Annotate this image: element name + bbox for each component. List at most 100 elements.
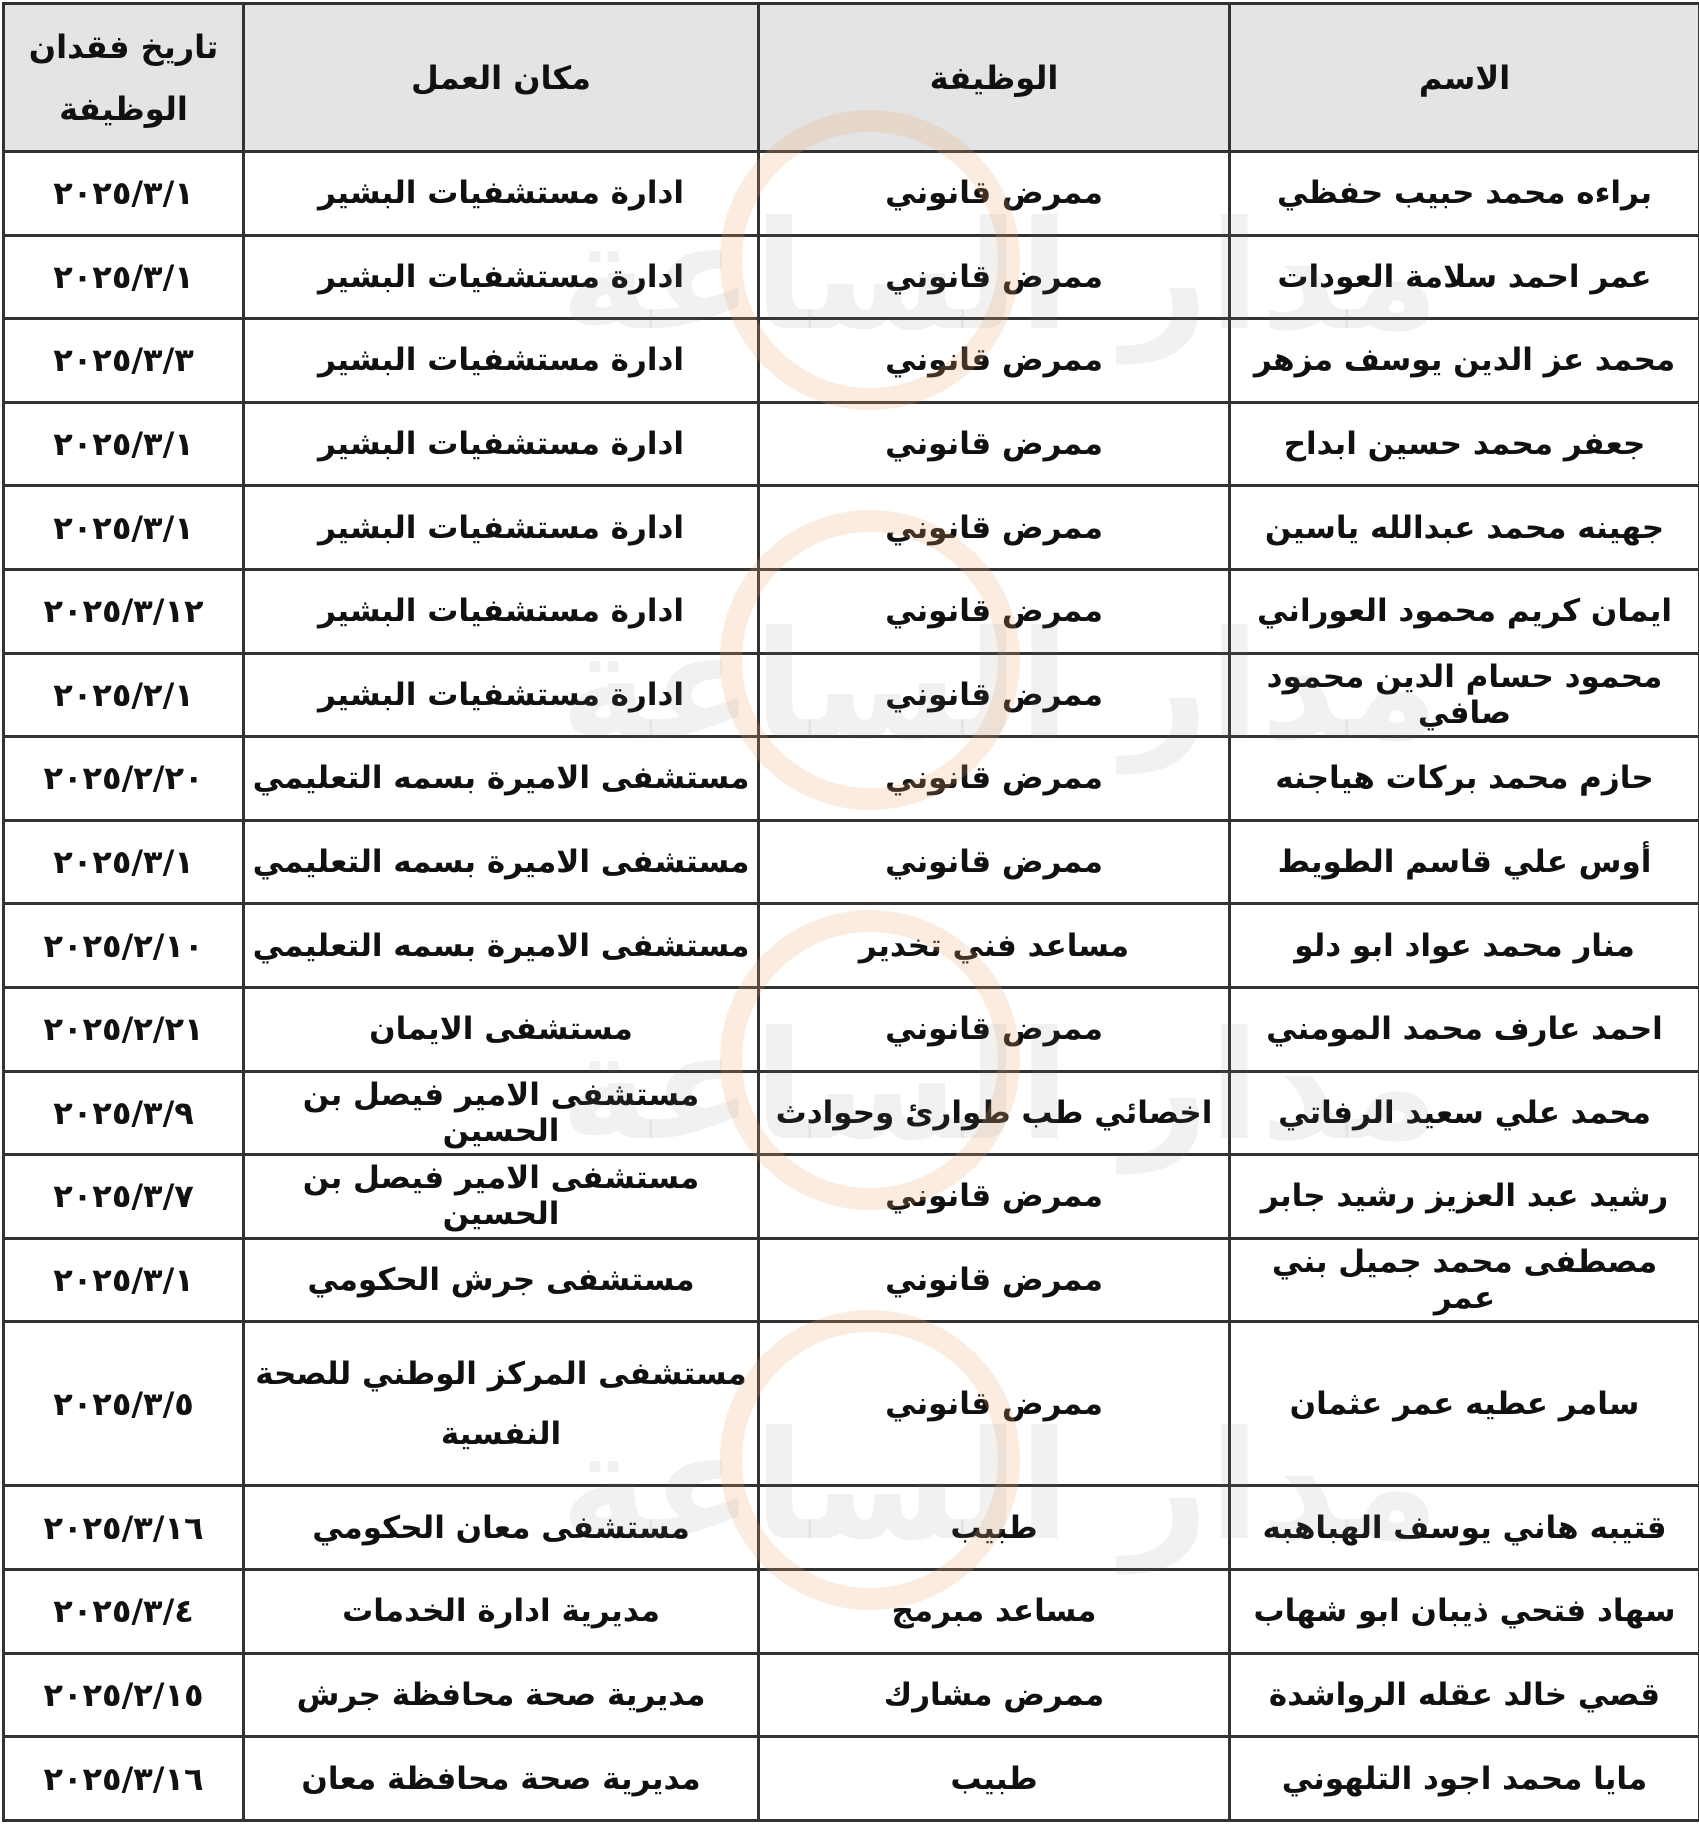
workplace-cell: مديرية صحة محافظة معان (242, 1735, 760, 1822)
job-cell: مساعد مبرمج (757, 1568, 1231, 1655)
table-row: أوس علي قاسم الطويط ممرض قانوني مستشفى الا… (2, 818, 1699, 906)
date-cell: ٢٠٢٥/٢/١ (2, 651, 245, 739)
workplace-cell: ادارة مستشفيات البشير (242, 400, 760, 488)
table-row: براءه محمد حبيب حفظي ممرض قانوني ادارة مست… (2, 150, 1699, 237)
job-cell: طبيب (757, 1484, 1231, 1572)
table-row: رشيد عبد العزيز رشيد جابر ممرض قانوني مستش… (2, 1153, 1699, 1240)
workplace-cell: مستشفى الامير فيصل بن الحسين (242, 1153, 760, 1240)
name-cell: سامر عطيه عمر عثمان (1228, 1320, 1699, 1488)
name-cell: جعفر محمد حسين ابداح (1228, 400, 1699, 488)
job-cell: ممرض قانوني (757, 1153, 1231, 1240)
date-cell: ٢٠٢٥/٣/١٢ (2, 567, 245, 655)
table-row: محمود حسام الدين محمود صافي ممرض قانوني اد… (2, 651, 1699, 739)
workplace-cell: مستشفى الاميرة بسمه التعليمي (242, 818, 760, 906)
workplace-cell: مستشفى الاميرة بسمه التعليمي (242, 735, 760, 822)
date-cell: ٢٠٢٥/٢/٢١ (2, 985, 245, 1073)
table-row: سامر عطيه عمر عثمان ممرض قانوني مستشفى الم… (2, 1320, 1699, 1488)
job-cell: ممرض قانوني (757, 400, 1231, 488)
job-cell: ممرض قانوني (757, 484, 1231, 571)
job-cell: ممرض قانوني (757, 651, 1231, 739)
workplace-cell: مديرية ادارة الخدمات (242, 1568, 760, 1655)
date-cell: ٢٠٢٥/٢/٢٠ (2, 735, 245, 822)
job-cell: ممرض قانوني (757, 317, 1231, 404)
job-cell: ممرض قانوني (757, 1236, 1231, 1324)
table-row: جهينه محمد عبدالله ياسين ممرض قانوني ادارة… (2, 484, 1699, 571)
job-cell: اخصائي طب طوارئ وحوادث (757, 1069, 1231, 1157)
workplace-cell: ادارة مستشفيات البشير (242, 233, 760, 321)
workplace-cell: مستشفى الامير فيصل بن الحسين (242, 1069, 760, 1157)
table-row: سهاد فتحي ذيبان ابو شهاب مساعد مبرمج مديري… (2, 1568, 1699, 1655)
name-cell: قتيبه هاني يوسف الهباهبه (1228, 1484, 1699, 1572)
name-cell: براءه محمد حبيب حفظي (1228, 150, 1699, 237)
date-cell: ٢٠٢٥/٣/١ (2, 818, 245, 906)
table-row: عمر احمد سلامة العودات ممرض قانوني ادارة م… (2, 233, 1699, 321)
date-cell: ٢٠٢٥/٣/١ (2, 233, 245, 321)
job-cell: ممرض قانوني (757, 818, 1231, 906)
header-date: تاريخ فقدان الوظيفة (2, 2, 245, 153)
date-cell: ٢٠٢٥/٣/١ (2, 484, 245, 571)
name-cell: ايمان كريم محمود العوراني (1228, 567, 1699, 655)
workplace-cell: مستشفى جرش الحكومي (242, 1236, 760, 1324)
name-cell: سهاد فتحي ذيبان ابو شهاب (1228, 1568, 1699, 1655)
date-cell: ٢٠٢٥/٣/١ (2, 150, 245, 237)
date-cell: ٢٠٢٥/٣/٥ (2, 1320, 245, 1488)
workplace-cell: مستشفى المركز الوطني للصحة النفسية (242, 1320, 760, 1488)
date-cell: ٢٠٢٥/٣/٩ (2, 1069, 245, 1157)
date-cell: ٢٠٢٥/٣/٣ (2, 317, 245, 404)
date-cell: ٢٠٢٥/٣/٧ (2, 1153, 245, 1240)
name-cell: مصطفى محمد جميل بني عمر (1228, 1236, 1699, 1324)
workplace-cell: مستشفى الاميرة بسمه التعليمي (242, 902, 760, 989)
header-job: الوظيفة (757, 2, 1231, 153)
workplace-cell: مستشفى الايمان (242, 985, 760, 1073)
workplace-cell: ادارة مستشفيات البشير (242, 150, 760, 237)
name-cell: حازم محمد بركات هياجنه (1228, 735, 1699, 822)
job-cell: طبيب (757, 1735, 1231, 1822)
job-cell: ممرض قانوني (757, 150, 1231, 237)
name-cell: محمد علي سعيد الرفاتي (1228, 1069, 1699, 1157)
workplace-cell: ادارة مستشفيات البشير (242, 317, 760, 404)
date-cell: ٢٠٢٥/٣/١ (2, 1236, 245, 1324)
name-cell: قصي خالد عقله الرواشدة (1228, 1651, 1699, 1739)
header-row: الاسم الوظيفة مكان العمل تاريخ فقدان الو… (2, 2, 1699, 153)
table-row: محمد عز الدين يوسف مزهر ممرض قانوني ادارة … (2, 317, 1699, 404)
name-cell: رشيد عبد العزيز رشيد جابر (1228, 1153, 1699, 1240)
name-cell: احمد عارف محمد المومني (1228, 985, 1699, 1073)
date-cell: ٢٠٢٥/٣/١ (2, 400, 245, 488)
job-cell: ممرض قانوني (757, 233, 1231, 321)
table-row: جعفر محمد حسين ابداح ممرض قانوني ادارة مست… (2, 400, 1699, 488)
job-cell: مساعد فني تخدير (757, 902, 1231, 989)
name-cell: مايا محمد اجود التلهوني (1228, 1735, 1699, 1822)
workplace-cell: مستشفى معان الحكومي (242, 1484, 760, 1572)
table-row: مصطفى محمد جميل بني عمر ممرض قانوني مستشفى… (2, 1236, 1699, 1324)
header-workplace: مكان العمل (242, 2, 760, 153)
name-cell: منار محمد عواد ابو دلو (1228, 902, 1699, 989)
table-row: منار محمد عواد ابو دلو مساعد فني تخدير مست… (2, 902, 1699, 989)
header-name: الاسم (1228, 2, 1699, 153)
table-row: قتيبه هاني يوسف الهباهبه طبيب مستشفى معان … (2, 1484, 1699, 1572)
date-cell: ٢٠٢٥/٣/١٦ (2, 1484, 245, 1572)
name-cell: أوس علي قاسم الطويط (1228, 818, 1699, 906)
date-cell: ٢٠٢٥/٢/١٠ (2, 902, 245, 989)
job-cell: ممرض قانوني (757, 1320, 1231, 1488)
job-cell: ممرض قانوني (757, 567, 1231, 655)
workplace-cell: ادارة مستشفيات البشير (242, 567, 760, 655)
name-cell: جهينه محمد عبدالله ياسين (1228, 484, 1699, 571)
table-row: قصي خالد عقله الرواشدة ممرض مشارك مديرية ص… (2, 1651, 1699, 1739)
name-cell: محمود حسام الدين محمود صافي (1228, 651, 1699, 739)
workplace-cell: ادارة مستشفيات البشير (242, 651, 760, 739)
table-row: احمد عارف محمد المومني ممرض قانوني مستشفى … (2, 985, 1699, 1073)
table-row: محمد علي سعيد الرفاتي اخصائي طب طوارئ وحو… (2, 1069, 1699, 1157)
workplace-cell: ادارة مستشفيات البشير (242, 484, 760, 571)
table-row: ايمان كريم محمود العوراني ممرض قانوني ادار… (2, 567, 1699, 655)
date-cell: ٢٠٢٥/٣/١٦ (2, 1735, 245, 1822)
table-row: حازم محمد بركات هياجنه ممرض قانوني مستشفى … (2, 735, 1699, 822)
name-cell: محمد عز الدين يوسف مزهر (1228, 317, 1699, 404)
date-cell: ٢٠٢٥/٢/١٥ (2, 1651, 245, 1739)
job-cell: ممرض قانوني (757, 735, 1231, 822)
workplace-cell: مديرية صحة محافظة جرش (242, 1651, 760, 1739)
date-cell: ٢٠٢٥/٣/٤ (2, 1568, 245, 1655)
name-cell: عمر احمد سلامة العودات (1228, 233, 1699, 321)
table-row: مايا محمد اجود التلهوني طبيب مديرية صحة مح… (2, 1735, 1699, 1822)
job-cell: ممرض مشارك (757, 1651, 1231, 1739)
